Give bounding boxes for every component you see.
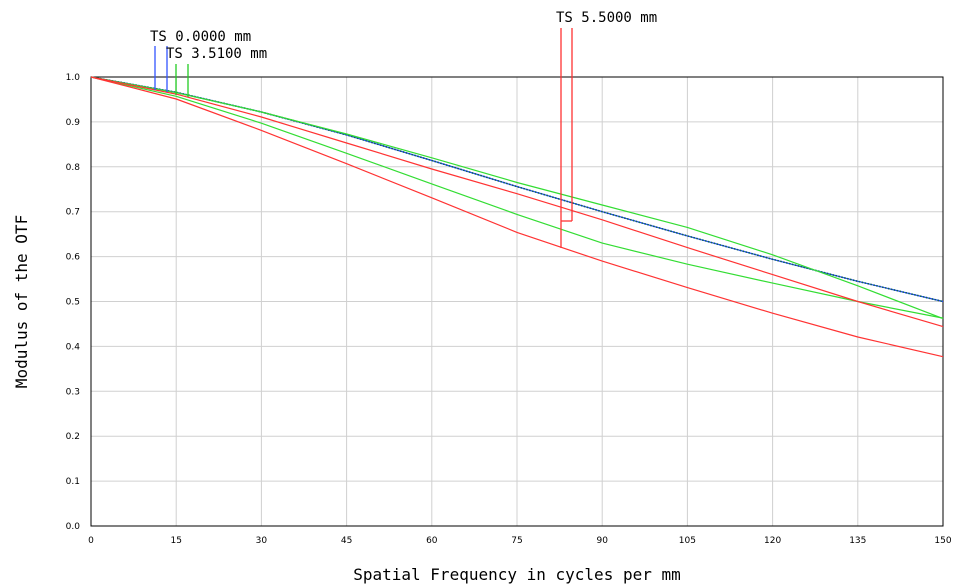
x-tick-label: 105 [679,536,696,546]
y-tick-label: 0.9 [66,118,81,128]
grid [91,77,943,526]
x-tick-label: 45 [341,536,352,546]
annotation-label: TS 3.5100 mm [166,46,267,62]
y-tick-label: 0.7 [66,208,80,218]
x-tick-label: 60 [426,536,438,546]
series-line-3 [90,76,944,320]
x-tick-label: 120 [764,536,781,546]
y-tick-label: 0.5 [66,298,80,308]
y-tick-label: 0.3 [66,387,80,397]
x-axis-label: Spatial Frequency in cycles per mm [353,565,681,584]
x-tick-label: 0 [88,536,94,546]
y-tick-label: 0.8 [66,163,81,173]
y-tick-label: 0.1 [66,477,80,487]
x-tick-label: 75 [511,536,522,546]
x-tick-label: 90 [596,536,608,546]
series-line-5 [90,76,944,328]
series-line-6 [90,76,944,358]
y-tick-labels: 0.0 0.1 0.2 0.3 0.4 0.5 0.6 0.7 0.8 0.9 1.0 [66,73,81,532]
y-tick-label: 0.0 [66,522,81,532]
x-tick-label: 15 [170,536,181,546]
x-tick-labels: 0 15 30 45 60 75 90 105 120 135 150 [88,536,952,546]
y-tick-label: 0.4 [66,342,81,352]
y-tick-label: 0.2 [66,432,80,442]
y-axis-label: Modulus of the OTF [12,215,31,388]
x-tick-label: 30 [256,536,268,546]
x-tick-label: 135 [849,536,866,546]
y-tick-label: 0.6 [66,253,81,263]
annotation-label: TS 5.5000 mm [556,10,657,26]
annotation-label: TS 0.0000 mm [150,29,251,45]
series-group [90,76,944,358]
y-tick-label: 1.0 [66,73,81,83]
x-tick-label: 150 [934,536,951,546]
series-line-4 [90,76,944,319]
